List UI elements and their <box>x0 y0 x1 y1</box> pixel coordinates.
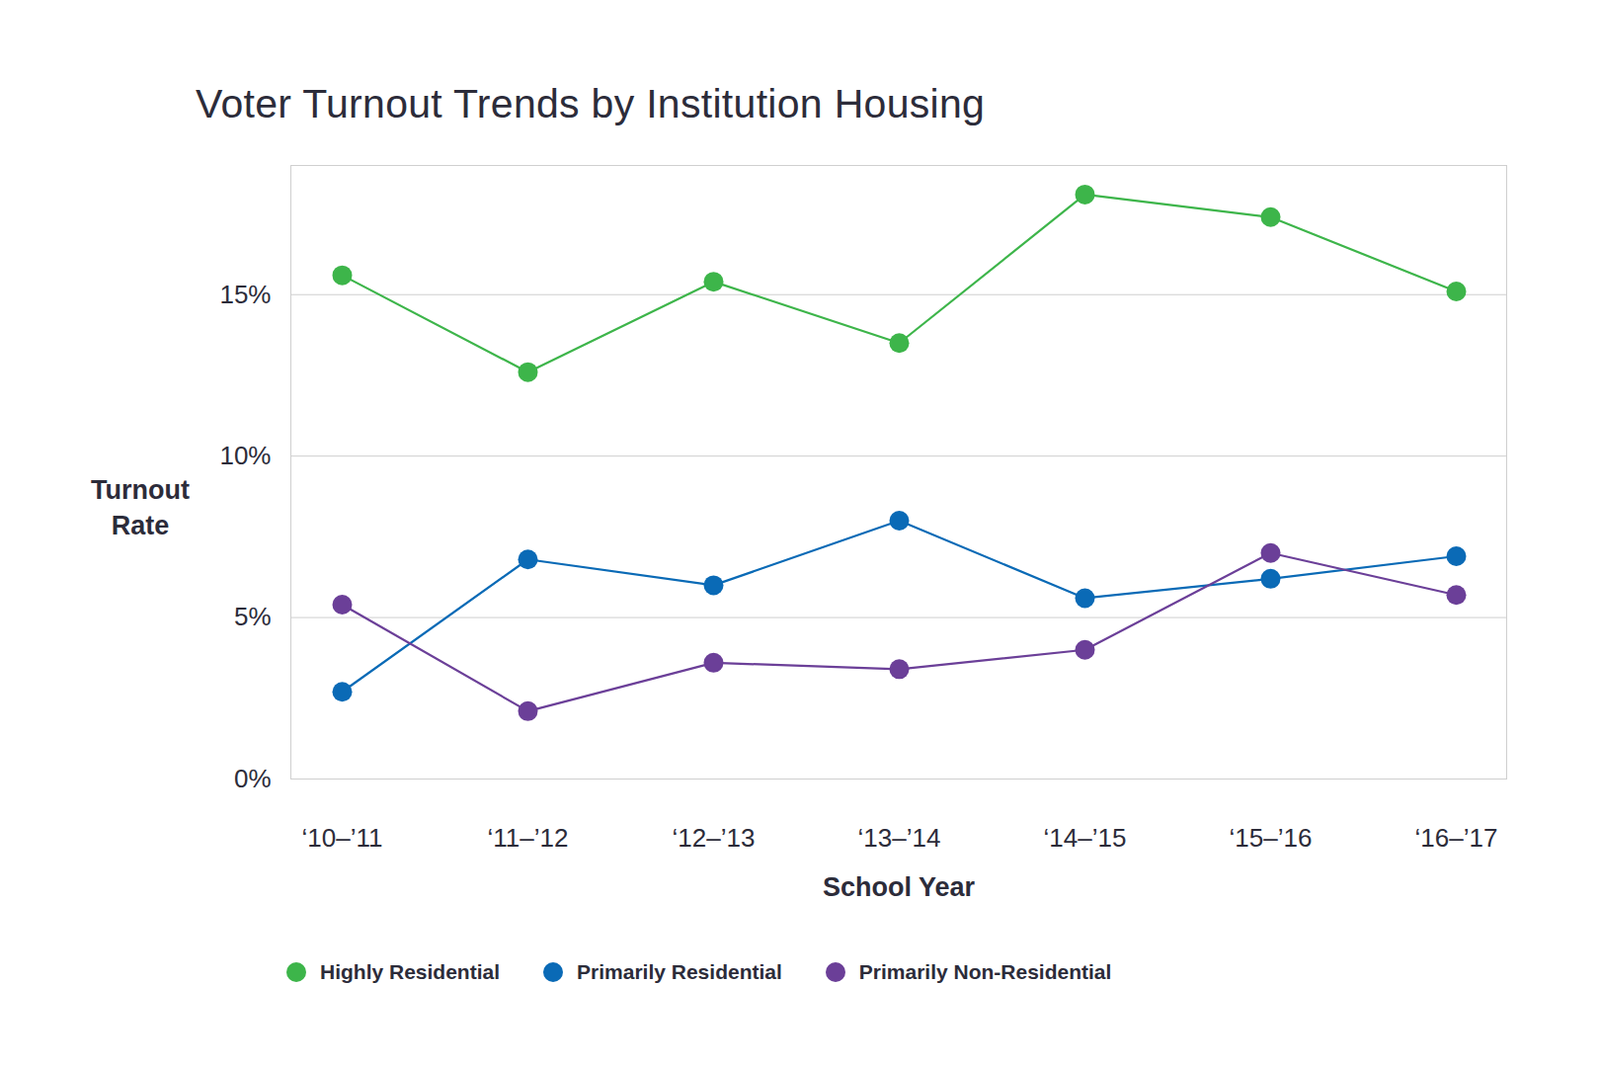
svg-text:0%: 0% <box>234 763 272 794</box>
svg-text:‘13–’14: ‘13–’14 <box>858 822 942 853</box>
html-text:Turnout Rate: Turnout Rate <box>90 475 190 541</box>
html-text:Voter Turnout Trends by Instit: Voter Turnout Trends by Institution Hous… <box>195 80 985 127</box>
svg-text:‘16–’17: ‘16–’17 <box>1415 822 1499 853</box>
html-text:Primarily Residential: Primarily Residential <box>576 960 783 983</box>
svg-text:10%: 10% <box>219 440 271 471</box>
svg-text:‘14–’15: ‘14–’15 <box>1043 822 1127 853</box>
svg-text:‘15–’16: ‘15–’16 <box>1229 822 1313 853</box>
svg-text:School Year: School Year <box>822 872 976 902</box>
svg-text:5%: 5% <box>234 601 272 632</box>
html-text:Highly Residential: Highly Residential <box>320 960 500 983</box>
svg-text:‘10–’11: ‘10–’11 <box>302 822 384 853</box>
html-text:Primarily Non-Residential: Primarily Non-Residential <box>859 960 1112 983</box>
svg-text:‘11–’12: ‘11–’12 <box>487 822 569 853</box>
svg-text:15%: 15% <box>219 279 271 310</box>
svg-text:‘12–’13: ‘12–’13 <box>672 822 756 853</box>
